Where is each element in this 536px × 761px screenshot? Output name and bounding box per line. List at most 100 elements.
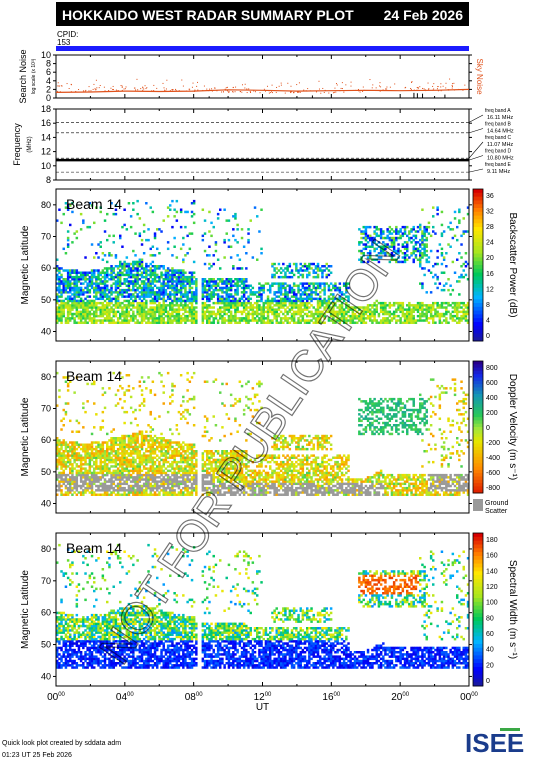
power-cell [373, 301, 376, 305]
power-cell [297, 308, 300, 311]
noise-point [259, 92, 261, 94]
power-cell [340, 319, 344, 322]
power-cell [236, 286, 239, 290]
power-cell [134, 291, 137, 294]
power-cell [258, 304, 261, 307]
power-cell [125, 280, 129, 283]
power-cell [416, 241, 420, 244]
power-cell [236, 278, 239, 281]
power-cell [108, 312, 111, 316]
velocity-cell [149, 489, 152, 492]
power-cell [110, 321, 113, 324]
power-cell [106, 212, 109, 216]
noise-point [324, 89, 326, 91]
velocity-cell [153, 443, 157, 446]
noise-point [433, 83, 435, 85]
power-cell [375, 304, 378, 307]
noise-point [96, 87, 98, 89]
power-cell [145, 271, 148, 274]
power-cell [401, 252, 405, 255]
power-cell [284, 310, 287, 314]
power-cell [173, 284, 176, 287]
power-cell [221, 286, 224, 290]
velocity-cell [66, 489, 70, 492]
velocity-cell [147, 424, 150, 427]
power-cell [195, 319, 198, 322]
power-cell [190, 321, 194, 324]
velocity-cell [95, 489, 98, 492]
power-cell [123, 273, 126, 277]
power-cell [75, 312, 79, 316]
power-cell [312, 306, 315, 309]
power-cell [103, 267, 107, 270]
power-cell [453, 234, 457, 238]
power-cell [147, 273, 150, 277]
power-cell [147, 312, 150, 316]
velocity-cell [160, 471, 163, 475]
power-cell [306, 312, 309, 316]
power-cell [177, 297, 181, 301]
power-cell [151, 306, 155, 309]
power-cell [190, 317, 194, 320]
power-cell [379, 247, 383, 251]
power-colorbar-segment [473, 329, 483, 334]
power-cell [88, 288, 92, 292]
noise-point [58, 85, 60, 87]
power-cell [88, 282, 92, 285]
velocity-cell [90, 447, 94, 451]
power-cell [93, 310, 96, 314]
power-cell [95, 252, 98, 255]
noise-point [440, 83, 442, 85]
power-colorbar-segment [473, 261, 483, 266]
power-cell [340, 306, 344, 309]
power-cell [158, 278, 161, 281]
power-cell [327, 265, 331, 268]
power-cell [116, 317, 120, 320]
frequency-band-value: 14.64 MHz [487, 129, 514, 135]
power-cell [60, 312, 63, 316]
velocity-cell [110, 456, 113, 459]
power-cell [151, 317, 155, 320]
velocity-cell [127, 445, 131, 449]
noise-point [413, 89, 415, 91]
power-cell [208, 230, 211, 233]
power-cell [279, 275, 283, 279]
power-cell [147, 310, 150, 314]
power-cell [208, 293, 211, 296]
power-cell [123, 282, 126, 285]
power-cell [201, 286, 205, 290]
velocity-cell [106, 463, 109, 466]
velocity-cell [66, 445, 70, 449]
power-cell [314, 293, 318, 296]
power-cell [406, 319, 409, 322]
velocity-cell [129, 484, 133, 488]
velocity-cell [60, 473, 63, 477]
power-cell [375, 234, 378, 238]
noise-point [451, 85, 453, 87]
power-colorbar-label: Backscatter Power (dB) [507, 212, 518, 317]
power-cell [414, 236, 418, 240]
noise-point [145, 88, 147, 90]
power-cell [410, 317, 413, 320]
power-cell [169, 293, 172, 296]
power-cell [253, 293, 257, 296]
velocity-cell [110, 447, 113, 451]
power-cell [288, 271, 292, 274]
noise-point [123, 88, 125, 90]
power-cell [332, 314, 335, 318]
power-cell [462, 232, 465, 235]
power-cell [295, 284, 298, 287]
power-cell [195, 280, 198, 283]
power-cell [212, 280, 215, 283]
power-colorbar-segment [473, 322, 483, 327]
power-cell [347, 310, 350, 314]
velocity-cell [136, 473, 139, 477]
velocity-cell [99, 447, 102, 451]
velocity-cell [62, 443, 65, 446]
velocity-cell [73, 491, 76, 494]
frequency-band-leader [468, 155, 484, 161]
velocity-cell [153, 447, 157, 451]
power-cell [242, 304, 246, 307]
velocity-cell [151, 441, 155, 444]
power-cell [127, 299, 131, 303]
